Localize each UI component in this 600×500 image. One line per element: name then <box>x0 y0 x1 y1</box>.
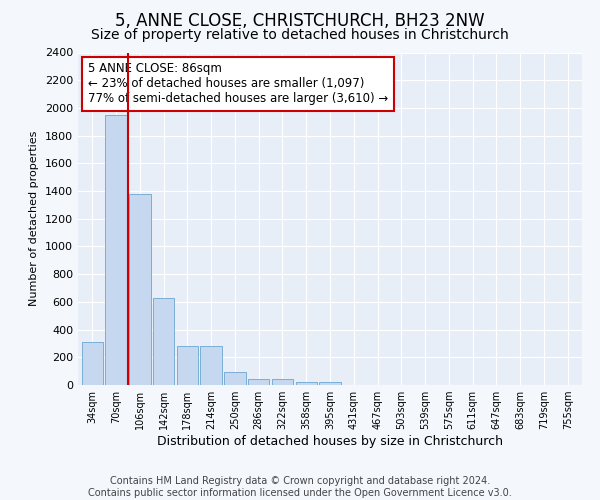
Bar <box>319 382 341 385</box>
Bar <box>82 342 103 385</box>
Bar <box>153 298 174 385</box>
X-axis label: Distribution of detached houses by size in Christchurch: Distribution of detached houses by size … <box>157 435 503 448</box>
Bar <box>129 194 151 385</box>
Bar <box>248 379 269 385</box>
Bar <box>200 346 222 385</box>
Bar <box>272 379 293 385</box>
Bar <box>224 372 245 385</box>
Text: 5, ANNE CLOSE, CHRISTCHURCH, BH23 2NW: 5, ANNE CLOSE, CHRISTCHURCH, BH23 2NW <box>115 12 485 30</box>
Text: Size of property relative to detached houses in Christchurch: Size of property relative to detached ho… <box>91 28 509 42</box>
Bar <box>176 346 198 385</box>
Text: Contains HM Land Registry data © Crown copyright and database right 2024.
Contai: Contains HM Land Registry data © Crown c… <box>88 476 512 498</box>
Text: 5 ANNE CLOSE: 86sqm
← 23% of detached houses are smaller (1,097)
77% of semi-det: 5 ANNE CLOSE: 86sqm ← 23% of detached ho… <box>88 62 388 106</box>
Y-axis label: Number of detached properties: Number of detached properties <box>29 131 40 306</box>
Bar <box>296 382 317 385</box>
Bar <box>106 115 127 385</box>
